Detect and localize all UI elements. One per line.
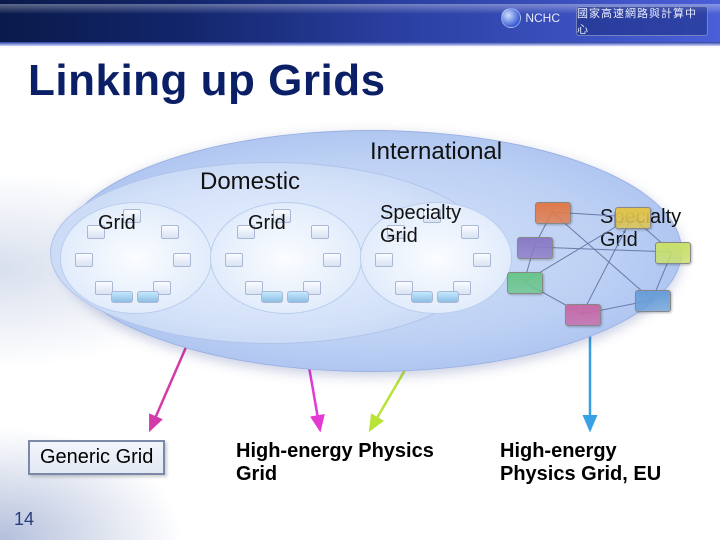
network-block: [635, 290, 671, 312]
caption-generic-grid: Generic Grid: [28, 440, 165, 475]
node-icon: [161, 225, 179, 239]
storage-icon: [287, 291, 309, 303]
grid-cluster-2: [210, 202, 362, 314]
header-bar: NCHC 國家高速網路與計算中心: [0, 0, 720, 42]
network-block: [517, 237, 553, 259]
grid-3-label: Specialty Grid: [380, 202, 461, 248]
node-icon: [323, 253, 341, 267]
logo-text: NCHC: [525, 11, 560, 25]
node-icon: [473, 253, 491, 267]
network-block: [507, 272, 543, 294]
storage-icon: [261, 291, 283, 303]
eu-network-cluster: [525, 202, 685, 332]
caption-row: Generic Grid High-energy Physics Grid Hi…: [0, 440, 720, 520]
page-title: Linking up Grids: [28, 56, 386, 106]
slide-root: NCHC 國家高速網路與計算中心 Linking up Grids Intern…: [0, 0, 720, 540]
grid-diagram: International Domestic: [0, 130, 720, 430]
storage-icon: [137, 291, 159, 303]
node-icon: [75, 253, 93, 267]
network-block: [615, 207, 651, 229]
logo-sphere-icon: [501, 8, 521, 28]
storage-icon: [411, 291, 433, 303]
page-number: 14: [14, 509, 34, 530]
node-icon: [461, 225, 479, 239]
storage-icon: [111, 291, 133, 303]
cluster-2-nodes: [211, 203, 361, 313]
network-block: [565, 304, 601, 326]
org-name-text: 國家高速網路與計算中心: [577, 5, 707, 37]
org-logo: NCHC: [501, 8, 560, 28]
node-icon: [311, 225, 329, 239]
caption-hep-grid: High-energy Physics Grid: [236, 440, 434, 486]
node-icon: [225, 253, 243, 267]
node-icon: [173, 253, 191, 267]
storage-icon: [437, 291, 459, 303]
grid-cluster-1: [60, 202, 212, 314]
international-label: International: [370, 138, 502, 166]
cluster-1-nodes: [61, 203, 211, 313]
domestic-label: Domestic: [200, 168, 300, 196]
network-block: [655, 242, 691, 264]
network-block: [535, 202, 571, 224]
grid-2-label: Grid: [248, 212, 286, 235]
grid-1-label: Grid: [98, 212, 136, 235]
org-name-badge: 國家高速網路與計算中心: [576, 6, 708, 36]
caption-hep-eu: High-energy Physics Grid, EU: [500, 440, 661, 486]
node-icon: [375, 253, 393, 267]
